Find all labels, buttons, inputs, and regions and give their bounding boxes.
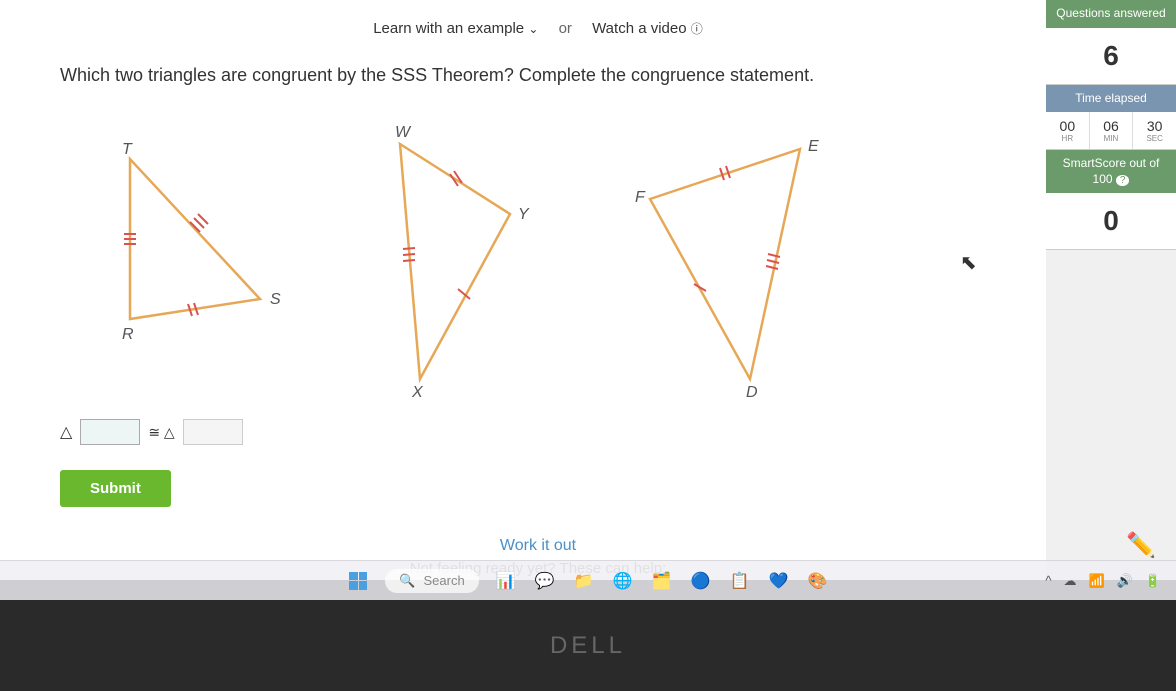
monitor-bezel: DELL [0,600,1176,691]
svg-text:T: T [122,141,133,158]
taskbar-app-1[interactable]: 📊 [494,569,518,593]
triangles-figure: T S R [60,119,1016,399]
questions-value: 6 [1046,28,1176,84]
question-text: Which two triangles are congruent by the… [60,62,1016,89]
triangle-input-2[interactable] [183,419,243,445]
triangle-wxy: W Y X [370,119,570,399]
taskbar-app-9[interactable]: 🎨 [806,569,830,593]
taskbar-chat-icon[interactable]: 💬 [533,569,557,593]
taskbar-chrome-icon[interactable]: 🌐 [611,569,635,593]
play-icon: ⓘ [691,22,703,36]
taskbar-tray[interactable]: ^ ☁ 📶 🔊 🔋 [1045,573,1161,589]
taskbar: 🔍 Search 📊 💬 📁 🌐 🗂️ 🔵 📋 💙 🎨 ^ ☁ 📶 🔊 🔋 [0,560,1176,600]
svg-text:Y: Y [518,206,530,223]
triangle-fed: F E D [620,129,840,399]
sidebar: Questions answered 6 Time elapsed 00HR 0… [1046,0,1176,580]
top-links: Learn with an example ⌄ or Watch a video… [60,20,1016,37]
taskbar-edge-icon[interactable]: 🔵 [689,569,713,593]
submit-button[interactable]: Submit [60,470,171,507]
or-separator: or [559,20,572,37]
questions-widget: Questions answered 6 [1046,0,1176,85]
delta-symbol-1: △ [60,422,72,442]
tray-volume-icon[interactable]: 🔊 [1117,573,1133,589]
tray-chevron-icon[interactable]: ^ [1045,573,1051,588]
search-icon: 🔍 [399,573,415,589]
svg-text:S: S [270,291,281,308]
triangle-trs: T S R [100,139,320,359]
svg-text:R: R [122,326,134,343]
main-content: Learn with an example ⌄ or Watch a video… [30,0,1046,580]
tray-wifi-icon[interactable]: 📶 [1088,573,1104,589]
svg-text:W: W [395,124,412,141]
time-header: Time elapsed [1046,85,1176,113]
svg-text:F: F [635,189,646,206]
taskbar-explorer-icon[interactable]: 🗂️ [650,569,674,593]
taskbar-app-7[interactable]: 📋 [728,569,752,593]
congruent-symbol: ≅ △ [148,424,174,441]
score-header: SmartScore out of 100 ? [1046,150,1176,193]
time-cells: 00HR 06MIN 30SEC [1046,112,1176,149]
tray-cloud-icon[interactable]: ☁ [1063,573,1076,589]
score-widget: SmartScore out of 100 ? 0 [1046,150,1176,250]
triangle-input-1[interactable] [80,419,140,445]
questions-header: Questions answered [1046,0,1176,28]
time-widget: Time elapsed 00HR 06MIN 30SEC [1046,85,1176,151]
taskbar-search[interactable]: 🔍 Search [385,569,478,593]
tray-battery-icon[interactable]: 🔋 [1145,573,1161,589]
work-it-out-link[interactable]: Work it out [60,537,1016,555]
dell-logo: DELL [550,632,626,660]
chevron-down-icon: ⌄ [528,22,538,36]
watch-video-link[interactable]: Watch a video ⓘ [592,20,703,37]
learn-example-link[interactable]: Learn with an example ⌄ [373,20,542,37]
taskbar-app-3[interactable]: 📁 [572,569,596,593]
svg-text:X: X [411,384,424,399]
windows-start-button[interactable] [346,569,370,593]
svg-text:E: E [808,138,819,155]
svg-text:D: D [746,384,758,399]
score-value: 0 [1046,193,1176,249]
answer-row: △ ≅ △ [60,419,1016,445]
taskbar-app-8[interactable]: 💙 [767,569,791,593]
